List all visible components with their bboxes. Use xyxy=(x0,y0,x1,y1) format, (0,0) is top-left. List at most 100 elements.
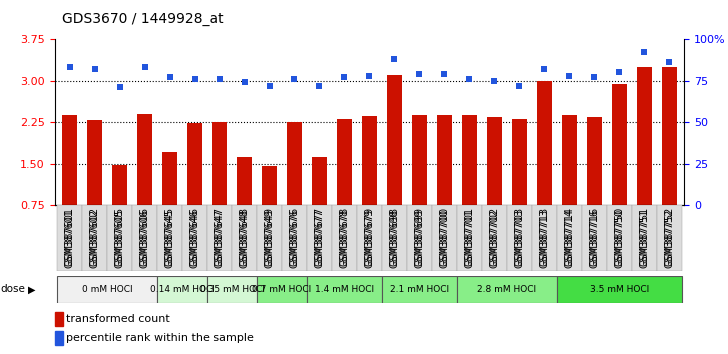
Bar xyxy=(482,205,507,271)
Bar xyxy=(407,205,432,271)
Bar xyxy=(162,152,177,205)
Text: GSM387679: GSM387679 xyxy=(365,209,374,268)
Bar xyxy=(612,84,627,205)
Bar xyxy=(487,116,502,205)
Bar xyxy=(282,205,307,271)
Bar xyxy=(512,119,527,205)
Text: GSM387678: GSM387678 xyxy=(339,207,349,266)
Text: GSM387647: GSM387647 xyxy=(215,207,224,266)
Text: GSM387601: GSM387601 xyxy=(65,207,74,266)
Bar xyxy=(662,67,677,205)
Bar xyxy=(232,205,257,271)
Bar xyxy=(257,276,307,303)
Bar xyxy=(507,205,532,271)
Bar xyxy=(157,205,182,271)
Text: GSM387752: GSM387752 xyxy=(665,209,674,268)
Bar xyxy=(457,276,557,303)
Text: GSM387678: GSM387678 xyxy=(339,209,349,268)
Text: GSM387645: GSM387645 xyxy=(165,209,175,268)
Point xyxy=(488,78,500,84)
Text: GSM387602: GSM387602 xyxy=(90,209,100,268)
Text: GSM387649: GSM387649 xyxy=(264,207,274,266)
Point xyxy=(164,74,175,80)
Bar xyxy=(537,81,552,205)
Text: GSM387700: GSM387700 xyxy=(440,209,449,268)
Bar xyxy=(187,123,202,205)
Bar xyxy=(557,205,582,271)
Bar xyxy=(587,116,602,205)
Text: GSM387714: GSM387714 xyxy=(564,209,574,268)
Bar xyxy=(387,75,402,205)
Bar xyxy=(207,205,232,271)
Text: 0 mM HOCl: 0 mM HOCl xyxy=(82,285,132,294)
Point xyxy=(264,83,275,88)
Bar xyxy=(287,122,302,205)
Text: 1.4 mM HOCl: 1.4 mM HOCl xyxy=(315,285,374,294)
Point xyxy=(189,76,200,82)
Point xyxy=(239,79,250,85)
Point xyxy=(89,66,100,72)
Text: GSM387601: GSM387601 xyxy=(65,209,74,268)
Text: 2.8 mM HOCl: 2.8 mM HOCl xyxy=(478,285,537,294)
Text: GSM387701: GSM387701 xyxy=(464,209,475,268)
Text: 0.7 mM HOCl: 0.7 mM HOCl xyxy=(253,285,312,294)
Text: GDS3670 / 1449928_at: GDS3670 / 1449928_at xyxy=(62,12,223,26)
Text: GSM387646: GSM387646 xyxy=(189,209,199,268)
Text: GSM387698: GSM387698 xyxy=(389,207,400,266)
Text: GSM387646: GSM387646 xyxy=(189,207,199,266)
Text: GSM387700: GSM387700 xyxy=(440,207,449,266)
Text: GSM387676: GSM387676 xyxy=(290,209,299,268)
Text: GSM387699: GSM387699 xyxy=(414,207,424,266)
Text: GSM387750: GSM387750 xyxy=(614,209,625,268)
Point xyxy=(389,56,400,62)
Text: GSM387714: GSM387714 xyxy=(564,207,574,266)
Bar xyxy=(82,205,107,271)
Point xyxy=(638,50,650,55)
Point xyxy=(464,76,475,82)
Text: GSM387713: GSM387713 xyxy=(539,207,550,266)
Bar xyxy=(157,276,207,303)
Text: GSM387703: GSM387703 xyxy=(515,209,524,268)
Point xyxy=(114,84,125,90)
Point xyxy=(363,73,376,78)
Text: GSM387648: GSM387648 xyxy=(240,209,250,268)
Point xyxy=(414,71,425,77)
Bar xyxy=(55,312,63,326)
Text: percentile rank within the sample: percentile rank within the sample xyxy=(66,333,254,343)
Bar xyxy=(357,205,382,271)
Bar xyxy=(437,115,452,205)
Bar xyxy=(457,205,482,271)
Text: dose: dose xyxy=(1,284,25,295)
Text: GSM387605: GSM387605 xyxy=(114,207,124,266)
Text: GSM387702: GSM387702 xyxy=(489,207,499,266)
Bar xyxy=(532,205,557,271)
Bar xyxy=(57,205,82,271)
Bar xyxy=(557,276,682,303)
Point xyxy=(438,71,450,77)
Text: GSM387752: GSM387752 xyxy=(665,207,674,266)
Text: GSM387698: GSM387698 xyxy=(389,209,400,268)
Bar xyxy=(582,205,607,271)
Point xyxy=(314,83,325,88)
Bar xyxy=(382,205,407,271)
Bar xyxy=(107,205,132,271)
Bar xyxy=(257,205,282,271)
Bar xyxy=(412,115,427,205)
Point xyxy=(139,64,151,70)
Text: GSM387649: GSM387649 xyxy=(264,209,274,268)
Bar xyxy=(462,115,477,205)
Point xyxy=(513,83,525,88)
Point xyxy=(563,73,575,78)
Text: GSM387605: GSM387605 xyxy=(114,209,124,268)
Bar xyxy=(632,205,657,271)
Bar xyxy=(62,115,77,205)
Bar xyxy=(237,157,252,205)
Bar xyxy=(307,205,332,271)
Bar xyxy=(137,114,152,205)
Point xyxy=(214,76,226,82)
Text: GSM387677: GSM387677 xyxy=(314,207,325,266)
Bar xyxy=(307,276,382,303)
Bar xyxy=(332,205,357,271)
Bar xyxy=(337,119,352,205)
Text: GSM387602: GSM387602 xyxy=(90,207,100,266)
